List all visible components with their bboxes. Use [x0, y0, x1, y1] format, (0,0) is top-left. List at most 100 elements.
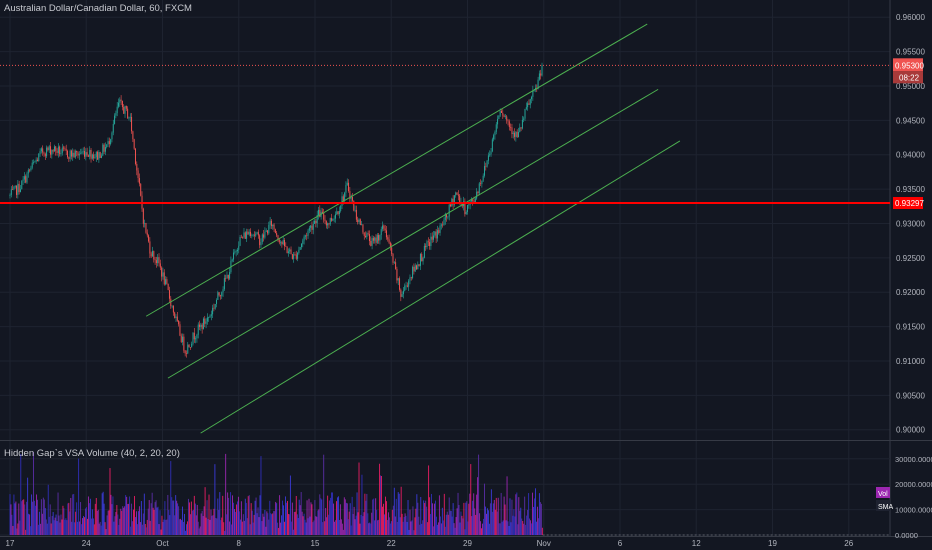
volume-bar	[279, 495, 281, 535]
candle-body	[480, 183, 482, 185]
volume-bar	[414, 517, 416, 535]
candle-body	[439, 225, 441, 233]
candle-body	[351, 196, 353, 201]
volume-bar	[459, 522, 461, 535]
volume-bar	[431, 493, 433, 535]
candle-body	[391, 247, 393, 254]
volume-bar	[22, 499, 24, 535]
candle-body	[257, 232, 259, 236]
candle-body	[423, 245, 425, 258]
candle-body	[259, 235, 261, 246]
volume-bar	[293, 511, 295, 535]
volume-bar	[353, 506, 355, 535]
volume-bar	[299, 505, 301, 535]
candle-body	[516, 131, 518, 138]
volume-bar	[16, 528, 18, 535]
volume-bar	[528, 493, 530, 535]
volume-bar	[398, 493, 400, 535]
volume-bar	[145, 527, 147, 535]
candle-body	[93, 154, 95, 159]
volume-bar	[38, 511, 40, 535]
volume-bar	[129, 496, 131, 535]
volume-bar	[458, 505, 460, 535]
volume-bars	[9, 451, 543, 535]
candle-body	[331, 218, 333, 221]
volume-bar	[389, 523, 391, 535]
volume-bar	[211, 515, 213, 535]
volume-bar	[53, 520, 55, 535]
volume-bar	[102, 491, 104, 535]
volume-bar	[21, 501, 23, 535]
candle-body	[196, 334, 198, 339]
volume-bar	[116, 505, 118, 535]
price-tick-label: 0.90500	[896, 391, 925, 400]
volume-bar	[507, 521, 509, 535]
volume-bar	[541, 527, 543, 535]
candle-body	[91, 154, 93, 159]
volume-bar	[186, 521, 188, 535]
volume-bar	[311, 504, 313, 535]
candle-body	[214, 303, 216, 309]
volume-bar	[346, 503, 348, 535]
volume-tick-label: 10000.0000	[895, 506, 932, 515]
volume-bar	[326, 517, 328, 535]
candle-body	[510, 127, 512, 128]
candle-body	[421, 254, 423, 262]
candle-body	[529, 99, 531, 105]
candle-body	[520, 127, 522, 129]
volume-bar	[167, 494, 169, 535]
candle-body	[307, 230, 309, 236]
volume-bar	[144, 524, 146, 535]
volume-bar	[130, 526, 132, 535]
candle-body	[494, 131, 496, 136]
volume-bar	[519, 510, 521, 535]
candle-body	[110, 139, 112, 144]
volume-bar	[199, 526, 201, 535]
volume-bar	[365, 500, 367, 535]
candle-body	[140, 183, 142, 196]
volume-bar	[205, 517, 207, 535]
volume-bar	[97, 509, 99, 535]
volume-bar	[95, 498, 97, 535]
volume-bar	[510, 522, 512, 535]
support-level-tag	[893, 197, 923, 210]
volume-bar	[249, 524, 251, 535]
time-tick-label: 22	[387, 539, 396, 548]
volume-bar	[485, 506, 486, 535]
volume-bar	[323, 454, 325, 535]
volume-bar	[99, 521, 101, 535]
volume-bar	[521, 518, 523, 535]
candle-body	[372, 238, 374, 241]
volume-bar	[23, 499, 25, 535]
candle-body	[155, 260, 157, 263]
candle-body	[264, 231, 266, 238]
volume-bar	[509, 498, 511, 535]
volume-bar	[274, 511, 276, 535]
volume-bar	[406, 521, 408, 535]
candle-body	[429, 242, 431, 247]
candle-body	[278, 239, 280, 243]
volume-bar	[428, 465, 430, 535]
volume-bar	[423, 500, 425, 535]
candle-body	[99, 152, 101, 158]
volume-bar	[105, 529, 107, 535]
volume-bar	[474, 508, 476, 535]
candle-body	[287, 251, 289, 253]
volume-bar	[62, 505, 64, 535]
candle-body	[365, 235, 367, 238]
volume-bar	[319, 494, 321, 535]
volume-bar	[403, 516, 405, 535]
candle-body	[312, 223, 314, 230]
volume-bar	[276, 503, 278, 535]
candle-body	[13, 186, 15, 190]
candle-body	[486, 160, 488, 167]
volume-bar	[186, 524, 187, 535]
candle-body	[219, 295, 221, 297]
volume-bar	[39, 523, 41, 535]
candle-body	[417, 264, 419, 270]
volume-bar	[492, 503, 494, 535]
volume-bar	[412, 506, 414, 535]
volume-bar	[197, 521, 199, 535]
volume-bar	[73, 493, 75, 535]
